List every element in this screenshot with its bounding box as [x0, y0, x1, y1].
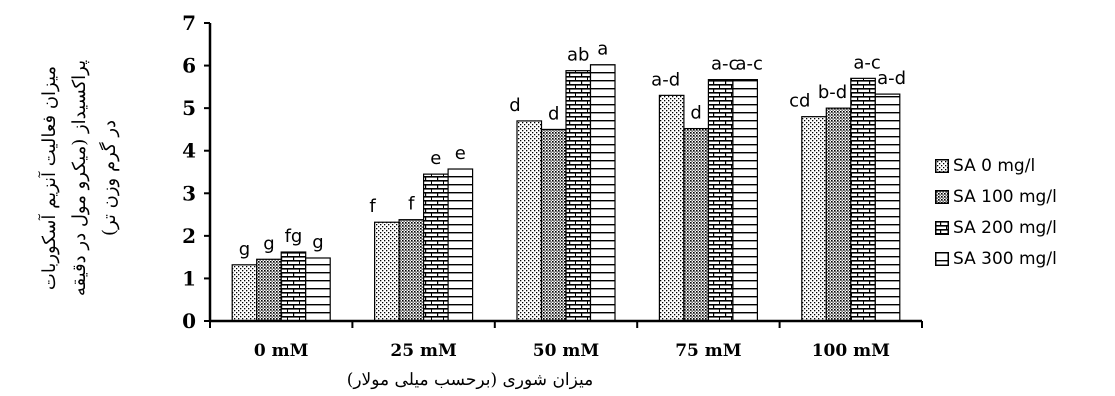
y-axis-title-line-1: میزان فعالیت آنزیم آسکوربات	[39, 65, 60, 291]
bar-sa-200-mgl-0mm	[280, 251, 307, 322]
y-axis-title-line-2: پراکسیداز (میکرو مول در دقیقه	[69, 59, 90, 297]
significance-label: d	[509, 95, 520, 116]
legend-label: SA 300 mg/l	[953, 248, 1057, 269]
bar-sa-100-mgl-50mm	[540, 128, 567, 322]
legend-swatch-sa-200	[935, 220, 949, 235]
y-tick-label: 7	[182, 11, 196, 35]
significance-label: g	[239, 239, 250, 260]
significance-label: d	[548, 103, 559, 124]
bar-sa-300-mgl-50mm	[589, 64, 616, 322]
bar-sa-300-mgl-0mm	[305, 257, 331, 322]
y-axis-title: میزان فعالیت آنزیم آسکوربات پراکسیداز (م…	[0, 0, 160, 396]
bar-sa-0-mgl-25mm	[374, 221, 400, 322]
legend-label: SA 100 mg/l	[953, 186, 1057, 207]
bar-sa-300-mgl-100mm	[874, 93, 901, 322]
x-tick-label: 50 mM	[533, 341, 600, 361]
legend-item-sa-0: SA 0 mg/l	[935, 150, 1057, 181]
x-tick-label: 100 mM	[812, 341, 890, 361]
bar-sa-300-mgl-25mm	[447, 168, 474, 322]
significance-label: a-c	[735, 54, 762, 75]
significance-label: g	[263, 233, 274, 254]
legend: SA 0 mg/l SA 100 mg/l SA 200 mg/l SA 300…	[935, 150, 1057, 274]
y-tick-label: 2	[182, 224, 196, 248]
bar-labels-layer: g g fg gf fe ed dab aa-dda-ca-ccd b-da-ca-d	[239, 39, 906, 260]
x-tick-label: 25 mM	[390, 341, 457, 361]
significance-label: a	[597, 39, 608, 60]
bar-sa-0-mgl-0mm	[231, 264, 258, 322]
y-axis-title-line-3: در گرم وزن تر)	[99, 119, 120, 237]
legend-item-sa-300: SA 300 mg/l	[935, 243, 1057, 274]
bar-sa-0-mgl-50mm	[516, 120, 543, 322]
legend-item-sa-100: SA 100 mg/l	[935, 181, 1057, 212]
axes-layer: 0 mM 25 mM 50 mM 75 mM 100 mM 0 1 2 3 4 5 6 7	[182, 11, 923, 361]
legend-swatch-sa-100	[935, 189, 949, 204]
bar-sa-100-mgl-75mm	[683, 127, 710, 322]
significance-label: a-d	[877, 68, 906, 89]
y-tick-label: 1	[182, 266, 196, 290]
bar-sa-300-mgl-75mm	[732, 79, 759, 322]
legend-item-sa-200: SA 200 mg/l	[935, 212, 1057, 243]
significance-label: f	[408, 194, 415, 215]
x-tick-label: 0 mM	[254, 341, 309, 361]
significance-label: a-c	[853, 52, 880, 73]
bar-sa-200-mgl-25mm	[423, 173, 449, 322]
y-tick-label: 5	[182, 96, 196, 120]
significance-label: a-d	[651, 69, 680, 90]
significance-label: g	[312, 232, 323, 253]
significance-label: b-d	[818, 82, 847, 103]
bars-layer	[231, 64, 901, 322]
significance-label: ab	[567, 45, 589, 66]
bar-sa-0-mgl-100mm	[801, 116, 827, 322]
significance-label: f	[369, 196, 376, 217]
legend-swatch-sa-300	[935, 251, 949, 266]
bar-sa-0-mgl-75mm	[658, 94, 685, 322]
bar-sa-200-mgl-100mm	[850, 77, 876, 322]
legend-label: SA 0 mg/l	[953, 155, 1036, 176]
x-axis-title: میزان شوری (برحسب میلی مولار)	[346, 370, 594, 390]
legend-label: SA 200 mg/l	[953, 217, 1057, 238]
bar-sa-100-mgl-100mm	[825, 107, 852, 322]
legend-swatch-sa-0	[935, 158, 949, 173]
y-tick-label: 3	[182, 181, 196, 205]
bar-sa-100-mgl-0mm	[256, 258, 282, 322]
x-tick-label: 75 mM	[675, 341, 742, 361]
significance-label: cd	[789, 91, 810, 112]
significance-label: e	[455, 143, 466, 164]
bar-sa-200-mgl-75mm	[707, 79, 734, 322]
significance-label: d	[690, 103, 701, 124]
significance-label: a-c	[711, 54, 738, 75]
y-tick-label: 4	[182, 139, 196, 163]
bar-sa-200-mgl-50mm	[565, 70, 592, 322]
y-tick-label: 6	[182, 54, 196, 78]
significance-label: fg	[285, 226, 303, 247]
significance-label: e	[430, 148, 441, 169]
y-tick-label: 0	[182, 309, 196, 333]
bar-sa-100-mgl-25mm	[398, 219, 425, 322]
